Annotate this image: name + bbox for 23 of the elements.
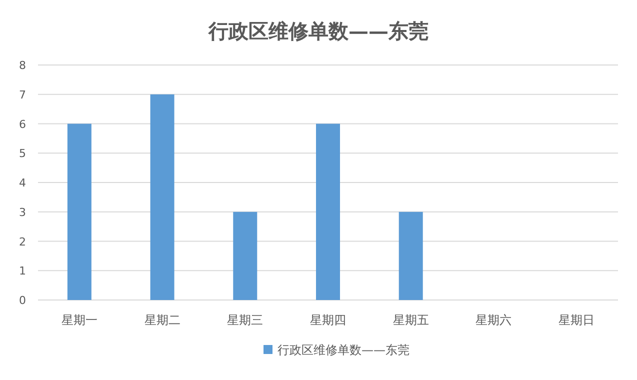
bar (316, 124, 340, 300)
y-tick-label: 3 (19, 206, 26, 219)
y-tick-label: 7 (19, 88, 26, 102)
y-tick-label: 8 (19, 59, 26, 72)
y-tick-label: 4 (19, 176, 26, 190)
x-tick-label: 星期二 (144, 313, 180, 327)
bar (67, 124, 92, 300)
chart-title: 行政区维修单数——东莞 (208, 19, 428, 43)
x-tick-label: 星期日 (558, 313, 595, 327)
y-tick-label: 0 (19, 294, 26, 307)
legend-label: 行政区维修单数——东莞 (278, 343, 410, 357)
bar (150, 94, 174, 300)
y-tick-label: 5 (19, 147, 26, 160)
bar (233, 212, 258, 300)
y-tick-label: 2 (19, 235, 26, 248)
x-tick-label: 星期三 (227, 313, 264, 327)
x-tick-label: 星期六 (476, 313, 512, 327)
x-tick-label: 星期四 (310, 313, 346, 327)
y-tick-label: 6 (19, 118, 26, 131)
bar (398, 212, 423, 300)
y-tick-label: 1 (19, 264, 26, 278)
x-tick-label: 星期五 (392, 313, 429, 327)
x-tick-label: 星期一 (61, 313, 98, 327)
